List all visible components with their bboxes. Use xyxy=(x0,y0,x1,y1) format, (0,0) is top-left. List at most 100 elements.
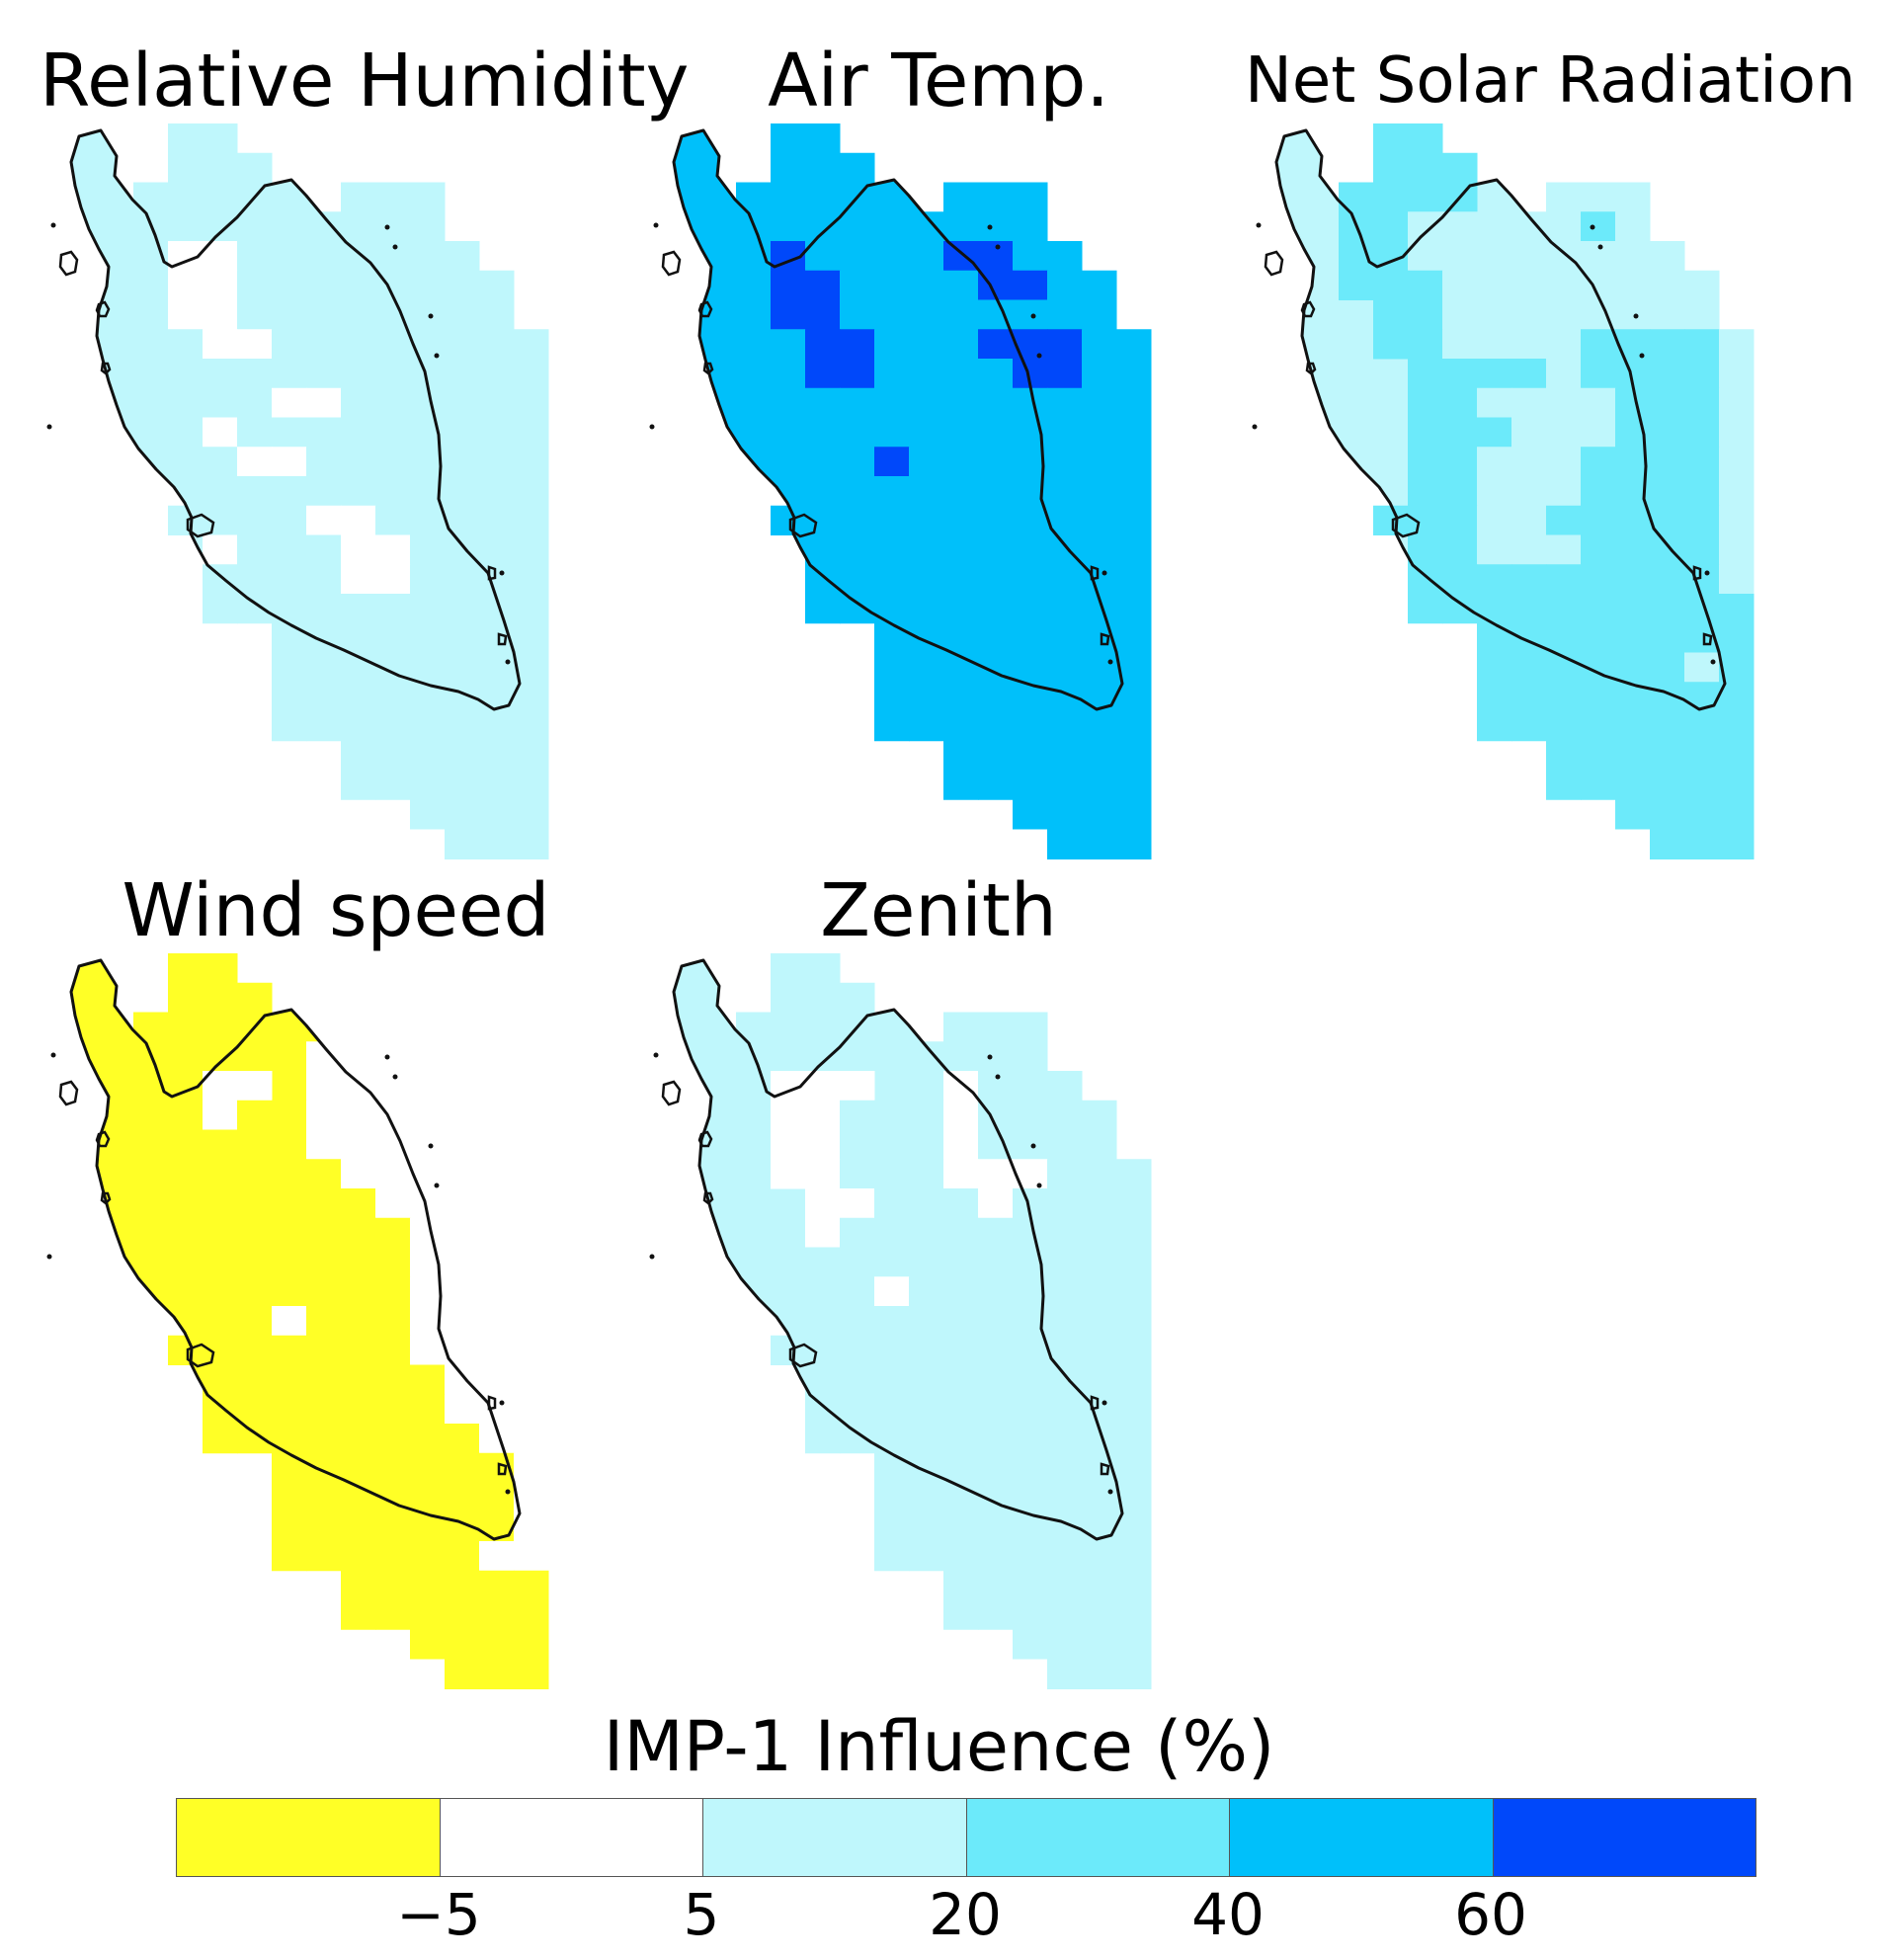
grid-cell xyxy=(237,564,273,595)
grid-cell xyxy=(1408,505,1443,535)
grid-cell xyxy=(1082,829,1117,859)
grid-cell xyxy=(1082,1159,1117,1189)
grid-cell xyxy=(943,417,979,448)
grid-cell xyxy=(1013,740,1048,771)
grid-cell xyxy=(1477,299,1512,330)
grid-cell xyxy=(1408,476,1443,507)
grid-cell xyxy=(1442,594,1478,624)
grid-cell xyxy=(943,740,979,771)
grid-cell xyxy=(771,1159,806,1189)
grid-cell xyxy=(341,1217,376,1248)
grid-cell xyxy=(771,329,806,360)
islet xyxy=(1036,1183,1042,1188)
grid-cell xyxy=(874,1306,910,1337)
grid-cell xyxy=(943,359,979,389)
grid-cell xyxy=(306,652,342,683)
grid-cell xyxy=(479,858,515,859)
islet xyxy=(428,1143,434,1149)
grid-cell xyxy=(874,1276,910,1307)
grid-cell xyxy=(1684,359,1720,389)
grid-cell xyxy=(1373,329,1409,360)
islet xyxy=(995,1074,1001,1080)
grid-cell xyxy=(479,1659,515,1689)
island xyxy=(58,250,79,277)
grid-cell xyxy=(375,1188,411,1219)
grid-cell xyxy=(168,211,204,242)
grid-cell xyxy=(203,1276,238,1307)
grid-cell xyxy=(514,740,549,771)
grid-cell xyxy=(1477,359,1512,389)
grid-cell xyxy=(1581,211,1616,242)
grid-cell xyxy=(1116,1687,1152,1689)
grid-cell xyxy=(479,1482,515,1512)
grid-cell xyxy=(1719,329,1755,360)
grid-cell xyxy=(410,182,446,212)
grid-cell xyxy=(410,799,446,830)
grid-cell xyxy=(514,564,549,595)
islet xyxy=(1030,313,1036,319)
grid-cell xyxy=(375,1041,411,1072)
grid-cell xyxy=(445,564,480,595)
grid-cell xyxy=(1013,182,1048,212)
grid-cell xyxy=(375,1394,411,1425)
grid-cell xyxy=(1047,1629,1083,1660)
grid-cell xyxy=(445,1659,480,1689)
grid-cell xyxy=(943,1188,979,1219)
grid-cell xyxy=(203,299,238,330)
grid-cell xyxy=(1442,534,1478,565)
grid-cell xyxy=(874,1100,910,1130)
island xyxy=(497,1462,508,1476)
island xyxy=(702,1191,714,1205)
grid-cell xyxy=(1116,1335,1152,1365)
grid-cell xyxy=(306,1129,342,1160)
grid-cell xyxy=(1082,476,1117,507)
grid-cell xyxy=(479,534,515,565)
grid-cell xyxy=(306,1511,342,1542)
grid-cell xyxy=(805,387,841,418)
grid-cell xyxy=(1116,829,1152,859)
grid-cell xyxy=(1442,417,1478,448)
grid-cell xyxy=(978,1599,1014,1630)
grid-cell xyxy=(1116,329,1152,360)
grid-cell xyxy=(168,182,204,212)
grid-cell xyxy=(1116,770,1152,800)
grid-cell xyxy=(445,476,480,507)
grid-cell xyxy=(1719,447,1755,477)
grid-cell xyxy=(445,1541,480,1572)
grid-cell xyxy=(168,982,204,1013)
grid-cell xyxy=(909,299,944,330)
islet xyxy=(428,313,434,319)
grid-cell xyxy=(1082,447,1117,477)
grid-cell xyxy=(203,1012,238,1042)
grid-cell xyxy=(1684,299,1720,330)
grid-cell xyxy=(1615,652,1651,683)
grid-cell xyxy=(1546,622,1582,653)
grid-cell xyxy=(237,476,273,507)
grid-cell xyxy=(1511,417,1547,448)
grid-cell xyxy=(1116,1394,1152,1425)
grid-cell xyxy=(375,1247,411,1277)
grid-cell xyxy=(1408,123,1443,154)
islet xyxy=(1102,1400,1107,1406)
grid-cell xyxy=(479,1159,515,1189)
island xyxy=(788,513,818,538)
island xyxy=(95,300,111,318)
grid-cell xyxy=(514,858,549,859)
grid-cell xyxy=(375,1071,411,1102)
grid-cell xyxy=(445,417,480,448)
islet xyxy=(46,424,52,430)
grid-cell xyxy=(874,564,910,595)
grid-cell xyxy=(805,1012,841,1042)
grid-cell xyxy=(909,1511,944,1542)
grid-cell xyxy=(978,1217,1014,1248)
grid-cell xyxy=(943,1100,979,1130)
grid-cell xyxy=(237,1424,273,1454)
grid-cell xyxy=(1116,1159,1152,1189)
grid-cell xyxy=(909,622,944,653)
colorbar xyxy=(176,1798,1756,1877)
grid-cell xyxy=(805,1100,841,1130)
grid-cell xyxy=(1684,858,1720,859)
grid-cell xyxy=(1116,1452,1152,1483)
grid-cell xyxy=(1442,447,1478,477)
grid-cell xyxy=(874,1452,910,1483)
